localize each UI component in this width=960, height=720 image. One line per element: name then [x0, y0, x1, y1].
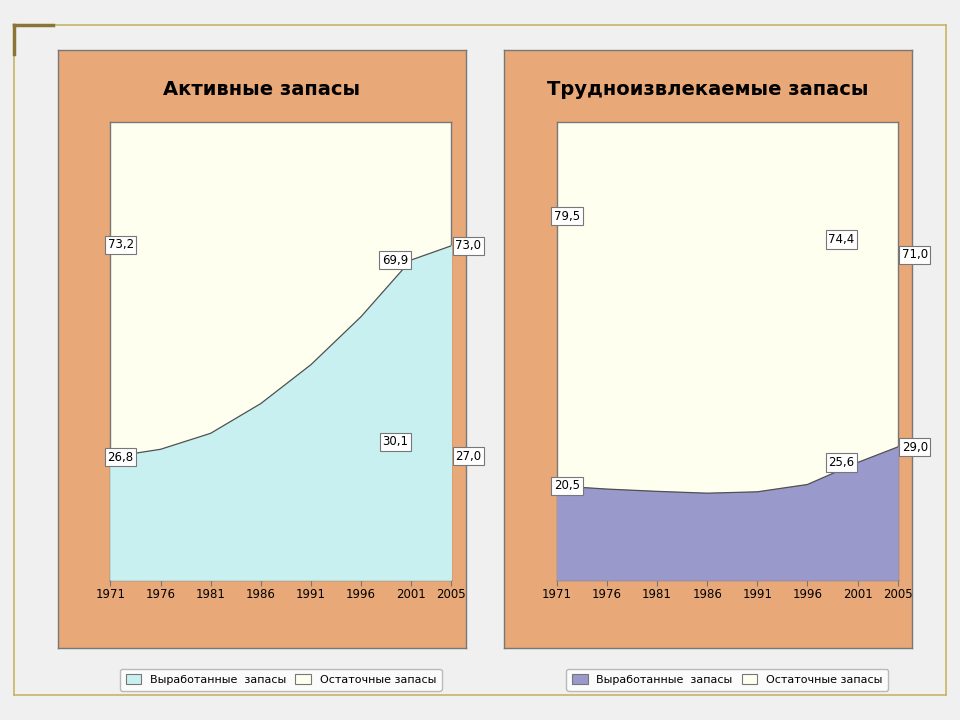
- Text: 20,5: 20,5: [554, 480, 580, 492]
- Text: 71,0: 71,0: [901, 248, 928, 261]
- Legend: Выработанные  запасы, Остаточные запасы: Выработанные запасы, Остаточные запасы: [566, 669, 888, 690]
- Text: 73,0: 73,0: [455, 239, 481, 252]
- Text: 25,6: 25,6: [828, 456, 854, 469]
- Text: 26,8: 26,8: [108, 451, 133, 464]
- Text: 74,4: 74,4: [828, 233, 854, 246]
- Text: 27,0: 27,0: [455, 450, 482, 463]
- Text: 69,9: 69,9: [382, 253, 408, 266]
- Text: Активные запасы: Активные запасы: [163, 80, 360, 99]
- Legend: Выработанные  запасы, Остаточные запасы: Выработанные запасы, Остаточные запасы: [120, 669, 442, 690]
- Text: Трудноизвлекаемые запасы: Трудноизвлекаемые запасы: [547, 80, 869, 99]
- Text: 73,2: 73,2: [108, 238, 133, 251]
- Text: 30,1: 30,1: [382, 436, 408, 449]
- Text: 29,0: 29,0: [901, 441, 928, 454]
- Text: 79,5: 79,5: [554, 210, 580, 222]
